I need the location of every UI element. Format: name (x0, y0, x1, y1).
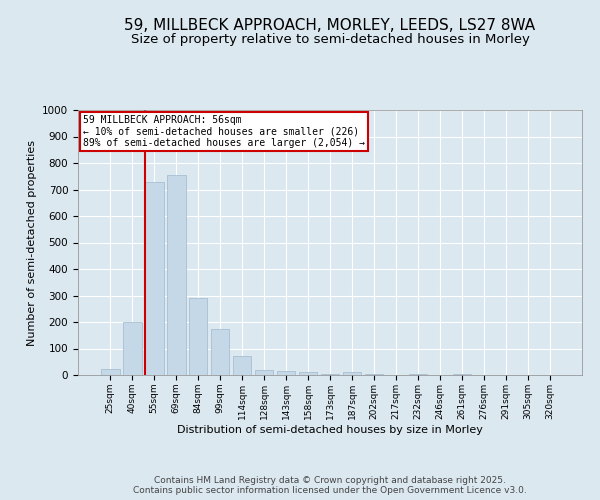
Bar (145, 182, 164, 375)
Bar (189, 298, 208, 375)
Bar (409, 374, 427, 375)
Text: 59, MILLBECK APPROACH, MORLEY, LEEDS, LS27 8WA: 59, MILLBECK APPROACH, MORLEY, LEEDS, LS… (124, 18, 536, 32)
Bar (101, 369, 119, 375)
Bar (277, 371, 295, 375)
Bar (233, 356, 251, 375)
Text: Contains HM Land Registry data © Crown copyright and database right 2025.
Contai: Contains HM Land Registry data © Crown c… (133, 476, 527, 495)
X-axis label: Distribution of semi-detached houses by size in Morley: Distribution of semi-detached houses by … (177, 424, 483, 434)
Y-axis label: Number of semi-detached properties: Number of semi-detached properties (26, 140, 37, 346)
Bar (123, 322, 142, 375)
Bar (299, 372, 317, 375)
Bar (320, 374, 340, 375)
Text: Size of property relative to semi-detached houses in Morley: Size of property relative to semi-detach… (131, 32, 529, 46)
Bar (255, 370, 274, 375)
Text: 59 MILLBECK APPROACH: 56sqm
← 10% of semi-detached houses are smaller (226)
89% : 59 MILLBECK APPROACH: 56sqm ← 10% of sem… (83, 116, 365, 148)
Bar (343, 372, 361, 375)
Bar (211, 328, 229, 375)
Bar (365, 374, 383, 375)
Bar (167, 175, 185, 375)
Bar (452, 374, 471, 375)
